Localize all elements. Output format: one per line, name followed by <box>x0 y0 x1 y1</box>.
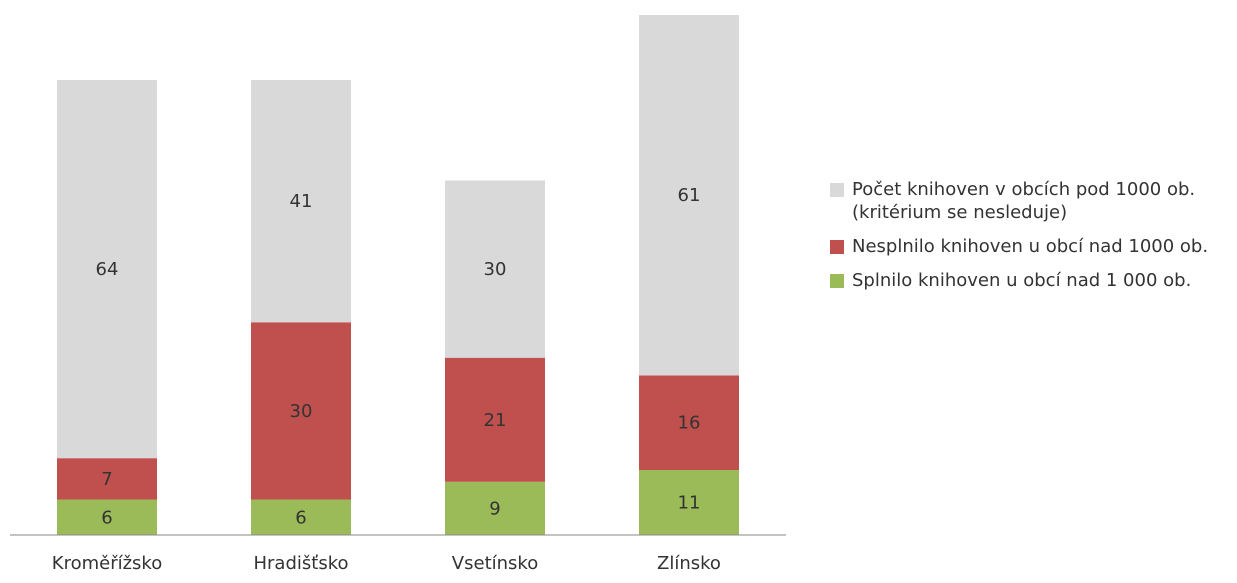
legend-item: Splnilo knihoven u obcí nad 1 000 ob. <box>830 269 1230 292</box>
legend-item: Nesplnilo knihoven u obcí nad 1000 ob. <box>830 235 1230 258</box>
legend-label: Splnilo knihoven u obcí nad 1 000 ob. <box>852 270 1192 291</box>
legend-swatch <box>830 240 844 254</box>
bar-segment <box>639 15 739 376</box>
legend-label: Nesplnilo knihoven u obcí nad 1000 ob. <box>852 236 1209 257</box>
x-tick-label: Zlínsko <box>657 553 721 574</box>
data-label: 16 <box>678 413 701 434</box>
data-label: 64 <box>96 259 119 280</box>
bar-segment <box>57 499 157 535</box>
bar-segment <box>445 357 545 482</box>
data-label: 21 <box>484 410 507 431</box>
data-label: 41 <box>290 191 313 212</box>
bar-segment <box>445 180 545 358</box>
data-label: 9 <box>489 498 500 519</box>
chart: 6 7 64 Kroměřížsko 6 30 41 Hradišťsko 9 21 30 Vsetí… <box>10 15 786 574</box>
data-label: 61 <box>678 185 701 206</box>
data-label: 7 <box>101 469 112 490</box>
legend-label: Počet knihoven v obcích pod 1000 ob. (kr… <box>852 179 1196 223</box>
bar-segment <box>57 80 157 459</box>
bar-segment <box>445 481 545 535</box>
data-label: 6 <box>295 507 306 528</box>
bar-segment <box>57 458 157 500</box>
legend-item: Počet knihoven v obcích pod 1000 ob. (kr… <box>830 178 1230 224</box>
legend-swatch <box>830 183 844 197</box>
legend-swatch <box>830 274 844 288</box>
x-tick-label: Hradišťsko <box>253 553 348 574</box>
x-tick-label: Kroměřížsko <box>52 553 162 574</box>
data-label: 30 <box>484 259 507 280</box>
bar-segment <box>251 80 351 323</box>
data-label: 6 <box>101 507 112 528</box>
bar-segment <box>251 499 351 535</box>
legend: Počet knihoven v obcích pod 1000 ob. (kr… <box>830 178 1230 303</box>
data-label: 30 <box>290 401 313 422</box>
bar-segment <box>251 322 351 500</box>
data-label: 11 <box>678 493 701 514</box>
bar-segment <box>639 375 739 470</box>
x-tick-label: Vsetínsko <box>452 553 538 574</box>
bar-segment <box>639 470 739 535</box>
